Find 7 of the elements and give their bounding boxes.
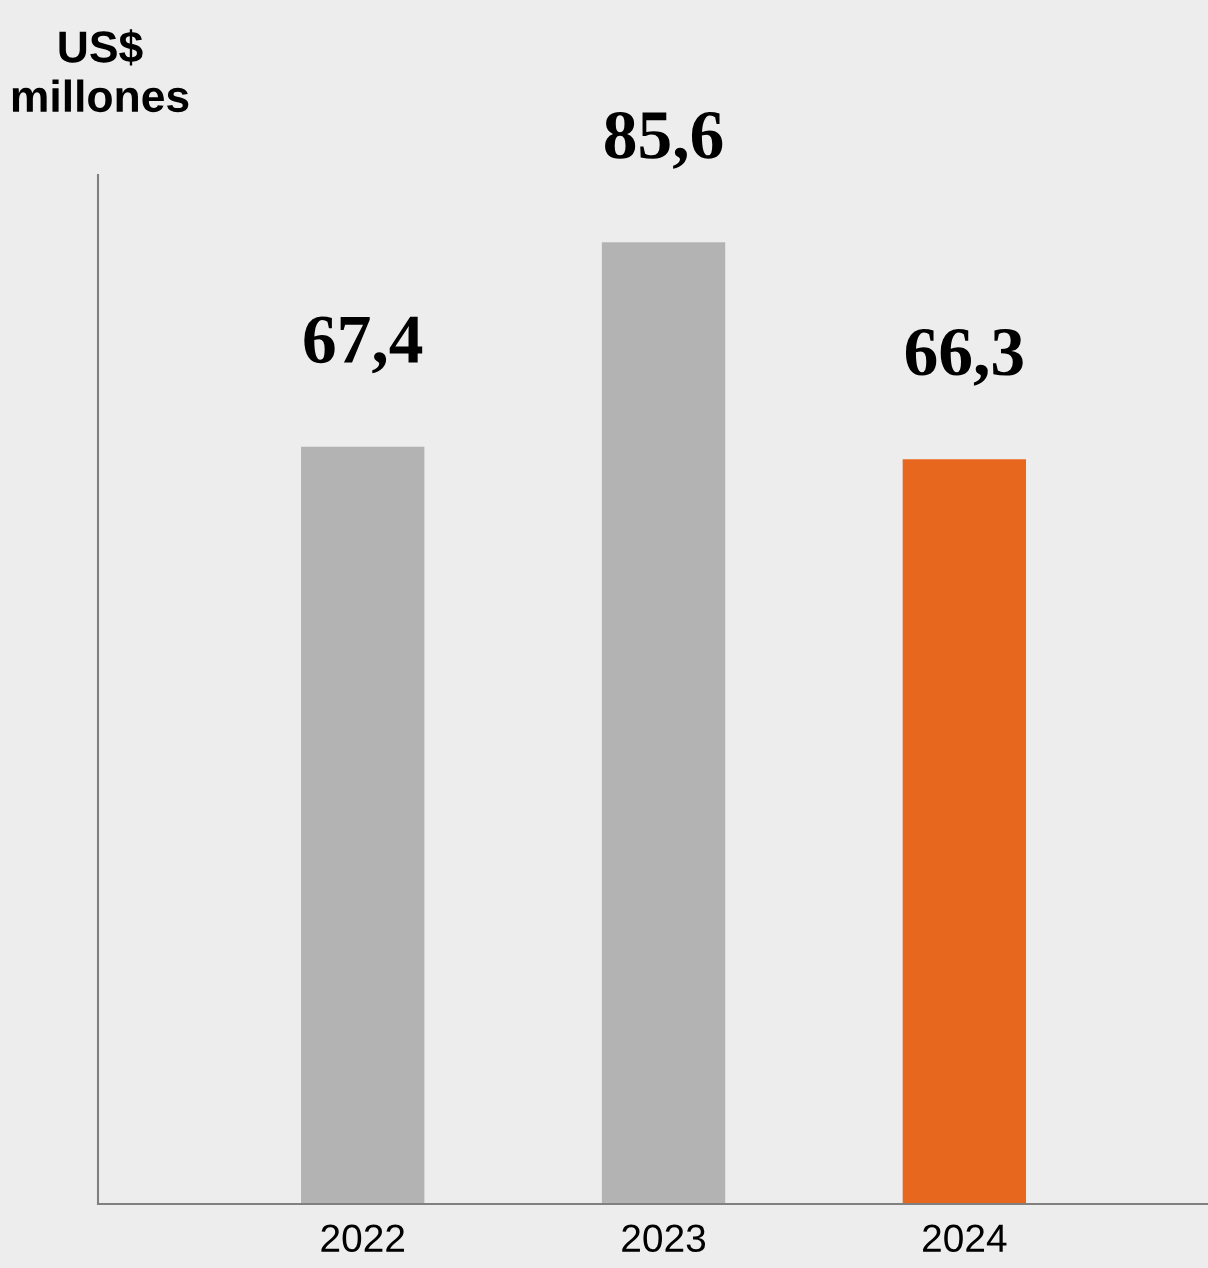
x-tick-label: 2023 xyxy=(622,1224,706,1253)
x-tick-label: 2022 xyxy=(321,1224,405,1253)
data-label: 85,6 xyxy=(605,111,723,169)
data-label: 67,4 xyxy=(304,316,423,374)
data-label: 66,3 xyxy=(905,328,1023,386)
y-axis-title: US$ millones xyxy=(12,29,189,113)
x-tick-label: 2024 xyxy=(923,1224,1007,1253)
